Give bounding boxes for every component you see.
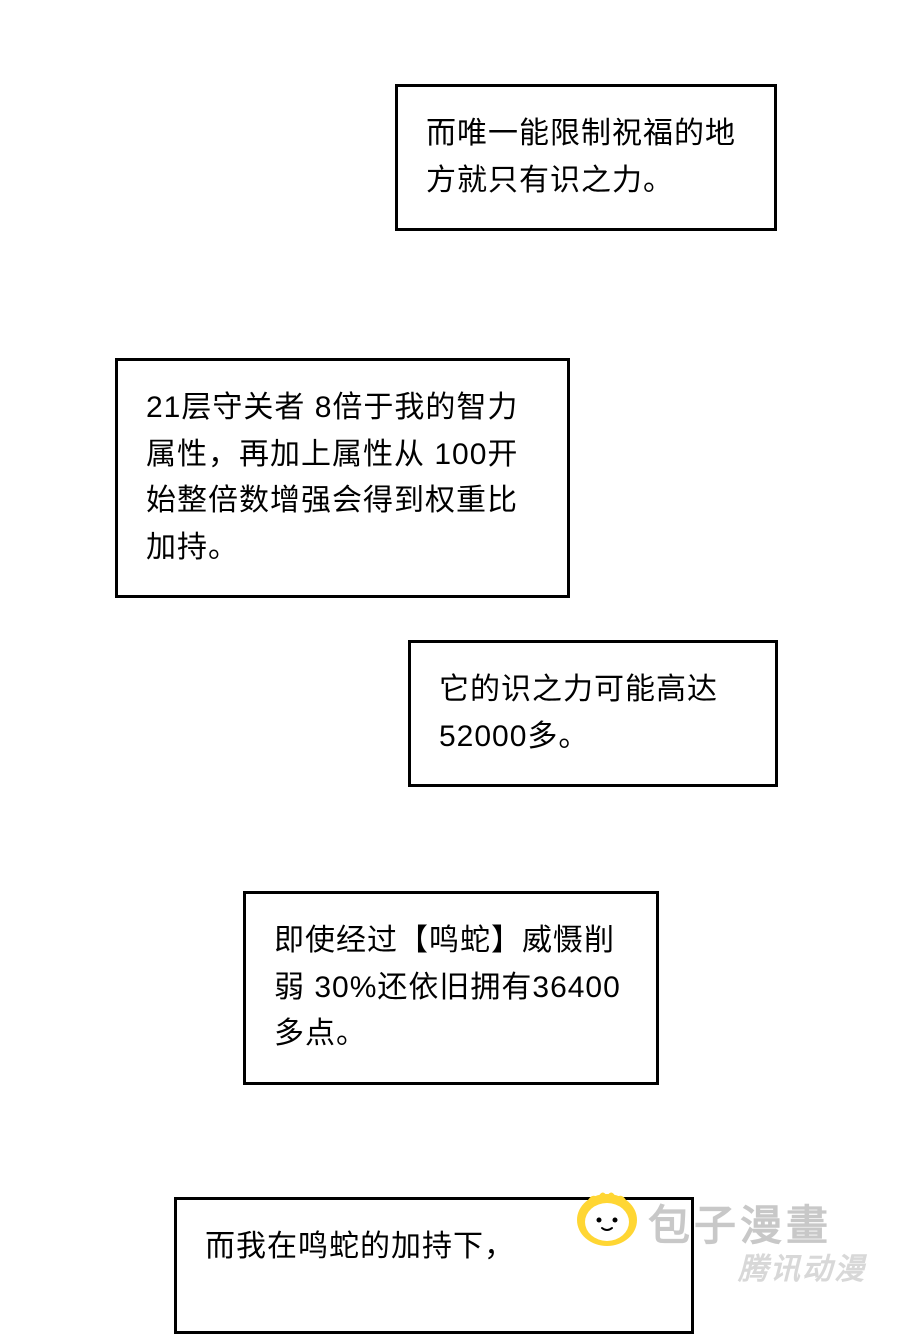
narration-box-2: 21层守关者 8倍于我的智力属性，再加上属性从 100开始整倍数增强会得到权重比… [115,358,570,598]
narration-text-3: 它的识之力可能高达52000多。 [439,673,718,753]
narration-box-4: 即使经过【鸣蛇】威慑削弱 30%还依旧拥有36400多点。 [243,891,659,1085]
narration-text-4: 即使经过【鸣蛇】威慑削弱 30%还依旧拥有36400多点。 [274,924,621,1050]
narration-text-2: 21层守关者 8倍于我的智力属性，再加上属性从 100开始整倍数增强会得到权重比… [146,391,518,564]
narration-box-3: 它的识之力可能高达52000多。 [408,640,778,787]
narration-text-5: 而我在鸣蛇的加持下， [205,1230,515,1263]
watermark-sub-text: 腾讯动漫 [738,1244,866,1288]
narration-box-1: 而唯一能限制祝福的地方就只有识之力。 [395,84,777,231]
baozi-logo-icon [572,1180,642,1250]
narration-text-1: 而唯一能限制祝福的地方就只有识之力。 [426,117,736,197]
